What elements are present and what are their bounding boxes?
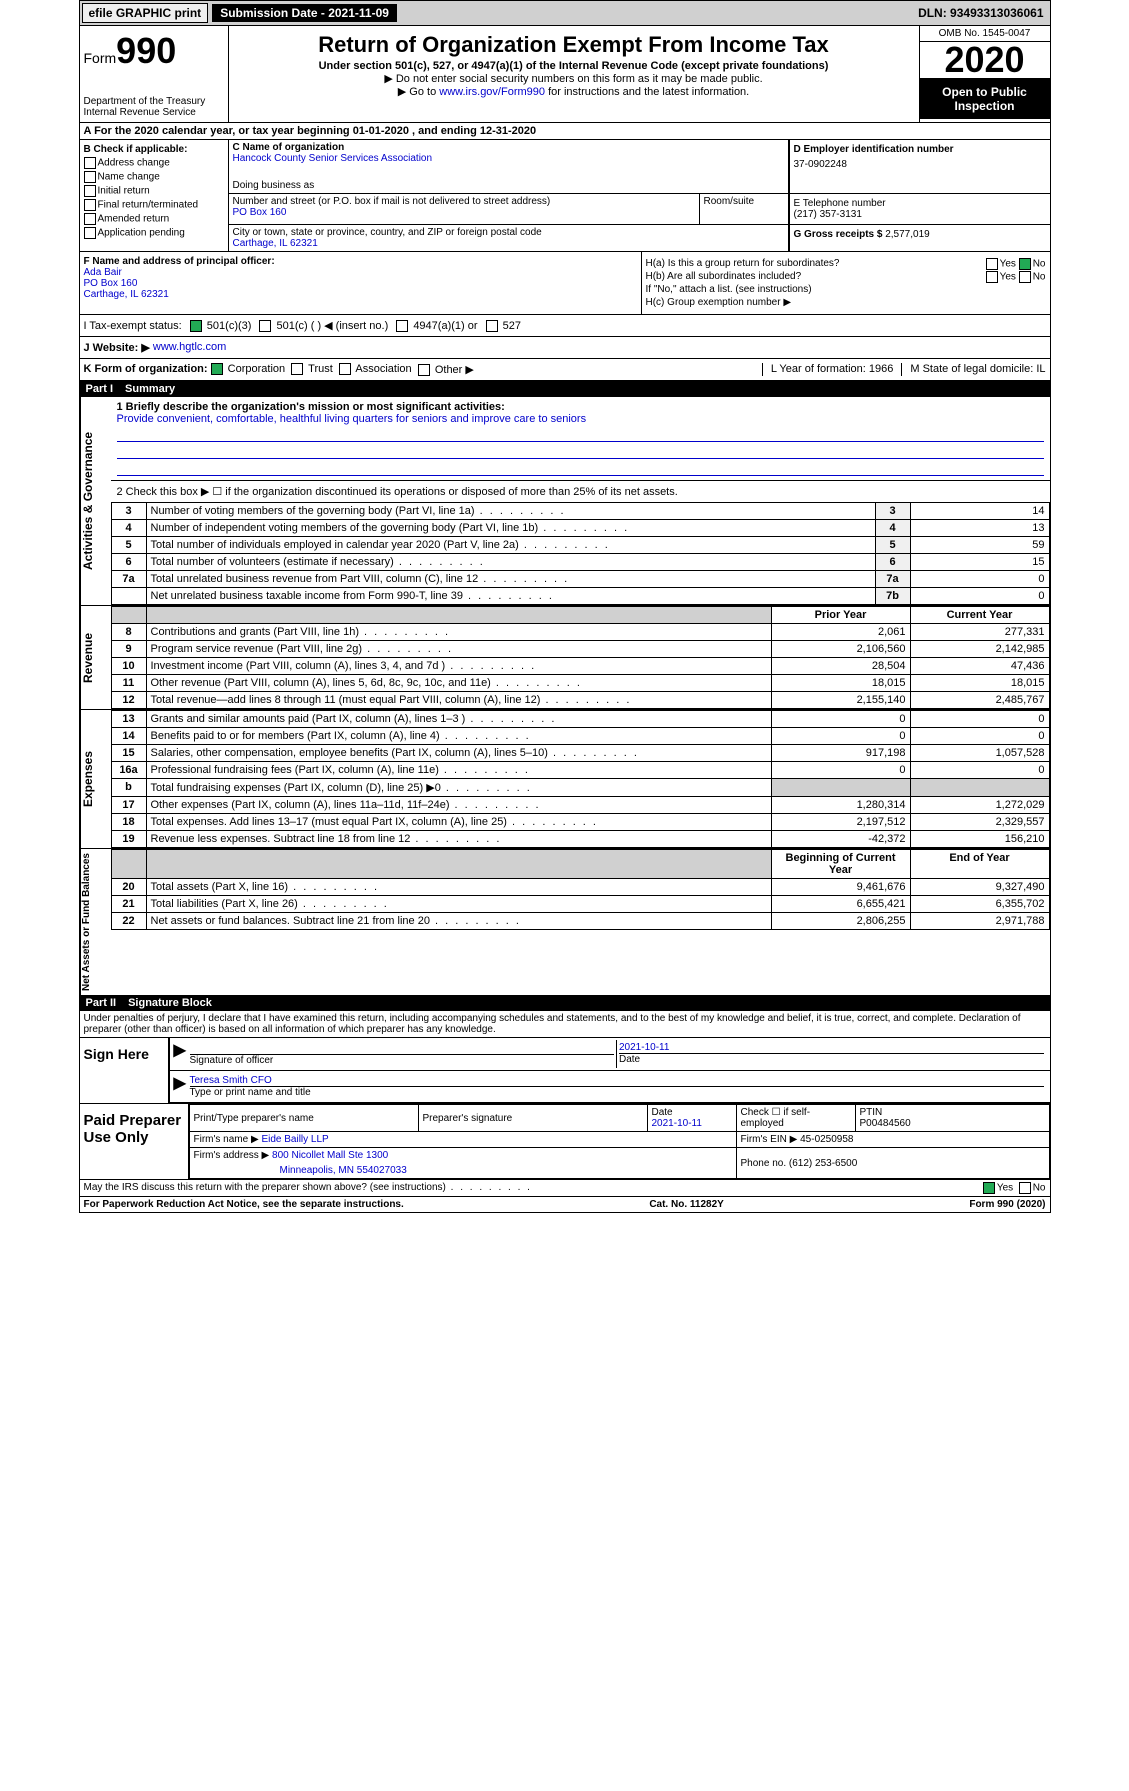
table-row: 16aProfessional fundraising fees (Part I… [111, 762, 1049, 779]
irs-link[interactable]: www.irs.gov/Form990 [439, 86, 545, 98]
street: Number and street (or P.O. box if mail i… [229, 194, 700, 224]
phone: E Telephone number (217) 357-3131 [790, 194, 1050, 224]
expenses-table: 13Grants and similar amounts paid (Part … [111, 710, 1050, 848]
revenue-table: Prior YearCurrent Year8Contributions and… [111, 606, 1050, 709]
table-row: 9Program service revenue (Part VIII, lin… [111, 641, 1049, 658]
tax-year: 2020 [920, 42, 1050, 79]
penalty-text: Under penalties of perjury, I declare th… [80, 1011, 1050, 1037]
table-row: 4Number of independent voting members of… [111, 520, 1049, 537]
form-header: Form990 Department of the Treasury Inter… [80, 26, 1050, 123]
sign-here: Sign Here ▶ Signature of officer 2021-10… [80, 1037, 1050, 1103]
table-row: 20Total assets (Part X, line 16)9,461,67… [111, 879, 1049, 896]
tax-exempt-status: I Tax-exempt status: 501(c)(3) 501(c) ( … [80, 315, 1050, 337]
room-suite: Room/suite [700, 194, 789, 224]
row-a: A For the 2020 calendar year, or tax yea… [80, 123, 1050, 140]
table-row: 18Total expenses. Add lines 13–17 (must … [111, 814, 1049, 831]
section-b: B Check if applicable: Address change Na… [80, 140, 229, 251]
side-governance: Activities & Governance [80, 397, 111, 605]
table-row: bTotal fundraising expenses (Part IX, co… [111, 779, 1049, 797]
org-name: C Name of organization Hancock County Se… [229, 140, 789, 193]
form-of-org: K Form of organization: Corporation Trus… [80, 359, 1050, 381]
table-row: 7aTotal unrelated business revenue from … [111, 571, 1049, 588]
table-row: 22Net assets or fund balances. Subtract … [111, 913, 1049, 930]
table-row: 21Total liabilities (Part X, line 26)6,6… [111, 896, 1049, 913]
part1-header: Part I Summary [80, 381, 1050, 397]
footer: For Paperwork Reduction Act Notice, see … [80, 1196, 1050, 1212]
open-public: Open to Public Inspection [920, 79, 1050, 119]
governance-table: 3Number of voting members of the governi… [111, 502, 1050, 605]
form-title: Return of Organization Exempt From Incom… [233, 32, 915, 58]
table-row: 15Salaries, other compensation, employee… [111, 745, 1049, 762]
table-row: 13Grants and similar amounts paid (Part … [111, 711, 1049, 728]
table-row: 12Total revenue—add lines 8 through 11 (… [111, 692, 1049, 709]
table-row: 19Revenue less expenses. Subtract line 1… [111, 831, 1049, 848]
table-row: 14Benefits paid to or for members (Part … [111, 728, 1049, 745]
table-row: 11Other revenue (Part VIII, column (A), … [111, 675, 1049, 692]
subtitle3: ▶ Go to www.irs.gov/Form990 for instruct… [233, 85, 915, 98]
subtitle1: Under section 501(c), 527, or 4947(a)(1)… [233, 60, 915, 72]
table-row: Net unrelated business taxable income fr… [111, 588, 1049, 605]
discuss-row: May the IRS discuss this return with the… [80, 1179, 1050, 1196]
subtitle2: ▶ Do not enter social security numbers o… [233, 72, 915, 85]
side-netassets: Net Assets or Fund Balances [80, 849, 111, 995]
city: City or town, state or province, country… [229, 225, 789, 251]
line-2: 2 Check this box ▶ ☐ if the organization… [111, 481, 1050, 502]
table-row: 6Total number of volunteers (estimate if… [111, 554, 1049, 571]
mission: 1 Briefly describe the organization's mi… [111, 397, 1050, 481]
form-number: Form990 [84, 30, 224, 72]
dept: Department of the Treasury Internal Reve… [84, 96, 224, 118]
table-row: 3Number of voting members of the governi… [111, 503, 1049, 520]
section-h: H(a) Is this a group return for subordin… [642, 252, 1050, 314]
table-row: 5Total number of individuals employed in… [111, 537, 1049, 554]
side-expenses: Expenses [80, 710, 111, 848]
gross-receipts: G Gross receipts $ 2,577,019 [790, 225, 1050, 244]
principal-officer: F Name and address of principal officer:… [80, 252, 642, 314]
netassets-table: Beginning of Current YearEnd of Year20To… [111, 849, 1050, 930]
side-revenue: Revenue [80, 606, 111, 709]
topbar: efile GRAPHIC print Submission Date - 20… [80, 1, 1050, 26]
submission-date: Submission Date - 2021-11-09 [212, 4, 397, 22]
paid-preparer: Paid Preparer Use Only Print/Type prepar… [80, 1103, 1050, 1179]
efile-button[interactable]: efile GRAPHIC print [82, 3, 209, 23]
table-row: 17Other expenses (Part IX, column (A), l… [111, 797, 1049, 814]
ein: D Employer identification number 37-0902… [790, 140, 1050, 174]
part2-header: Part II Signature Block [80, 995, 1050, 1011]
dln: DLN: 93493313036061 [918, 6, 1049, 20]
website: J Website: ▶ www.hgtlc.com [80, 337, 1050, 359]
table-row: 10Investment income (Part VIII, column (… [111, 658, 1049, 675]
table-row: 8Contributions and grants (Part VIII, li… [111, 624, 1049, 641]
